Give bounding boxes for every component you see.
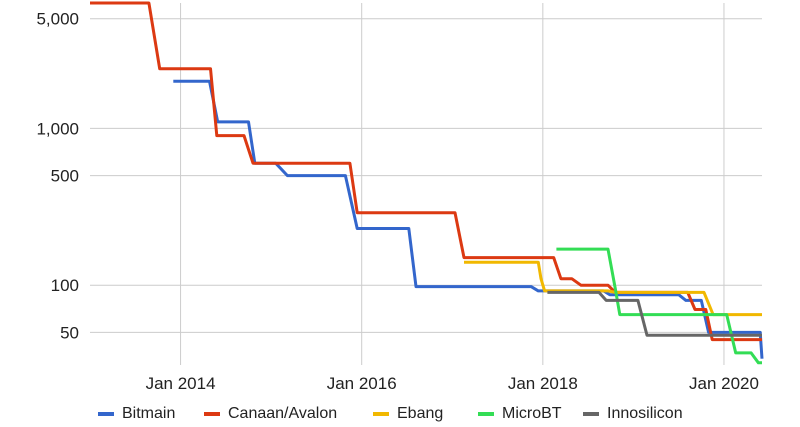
legend-label: Ebang: [397, 405, 443, 422]
legend-item: Innosilicon: [583, 405, 683, 422]
y-tick-label: 500: [51, 167, 79, 186]
y-tick-label: 50: [60, 323, 79, 342]
y-tick-label: 1,000: [36, 119, 79, 138]
series-lines: [90, 1, 764, 365]
legend-item: Bitmain: [98, 405, 175, 422]
y-axis-ticks: 50 100 500 1,000 5,000: [36, 10, 79, 343]
x-tick-label: Jan 2018: [508, 374, 578, 393]
legend-label: Canaan/Avalon: [228, 405, 337, 422]
series-canaan-avalon: [90, 1, 762, 342]
series-ebang: [464, 260, 762, 317]
grid: [90, 3, 762, 365]
series-line: [547, 290, 762, 337]
legend-swatch: [583, 412, 599, 416]
legend-swatch: [478, 412, 494, 416]
legend-label: Bitmain: [122, 405, 175, 422]
x-tick-label: Jan 2020: [689, 374, 759, 393]
legend-label: MicroBT: [502, 405, 562, 422]
series-innosilicon: [547, 290, 762, 337]
x-tick-label: Jan 2016: [327, 374, 397, 393]
y-tick-label: 100: [51, 276, 79, 295]
series-bitmain: [173, 79, 764, 359]
series-line: [90, 1, 762, 342]
legend-item: MicroBT: [478, 405, 562, 422]
series-line: [556, 247, 762, 365]
legend-swatch: [373, 412, 389, 416]
legend-label: Innosilicon: [607, 405, 683, 422]
x-axis-ticks: Jan 2014 Jan 2016 Jan 2018 Jan 2020: [146, 374, 759, 393]
legend-swatch: [204, 412, 220, 416]
legend-item: Ebang: [373, 405, 443, 422]
series-line: [464, 260, 762, 317]
series-microbt: [556, 247, 762, 365]
y-tick-label: 5,000: [36, 10, 79, 29]
x-tick-label: Jan 2014: [146, 374, 216, 393]
legend-item: Canaan/Avalon: [204, 405, 337, 422]
legend-swatch: [98, 412, 114, 416]
legend: Bitmain Canaan/Avalon Ebang MicroBT Innosili…: [98, 405, 683, 422]
series-line: [173, 79, 764, 359]
